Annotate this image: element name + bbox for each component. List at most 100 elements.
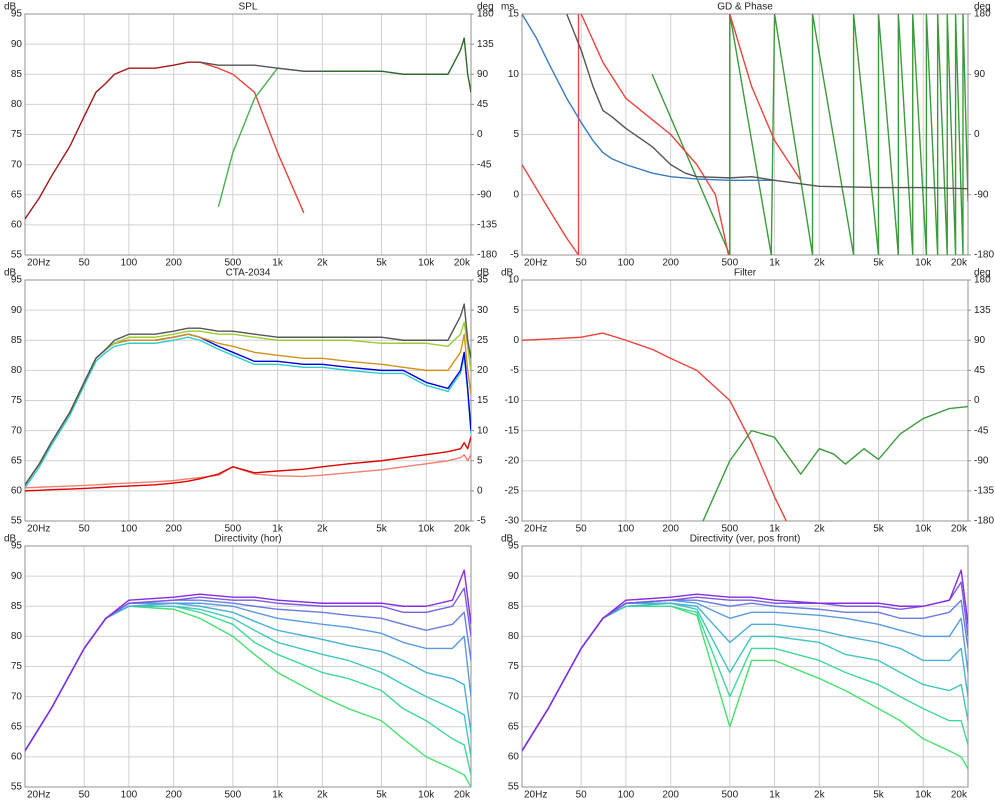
x-tick-label: 20Hz <box>524 258 547 269</box>
y-tick-label: 5 <box>513 129 519 140</box>
plot-border <box>24 279 472 522</box>
x-tick-label: 20Hz <box>27 258 50 269</box>
y2-tick-label: 135 <box>477 39 494 50</box>
y2-tick-label: 10 <box>477 425 489 436</box>
chart-title: CTA-2034 <box>226 268 271 279</box>
y-tick-label: 55 <box>11 516 23 527</box>
x-tick-label: 200 <box>165 258 182 269</box>
y-tick-label: 75 <box>11 129 23 140</box>
x-tick-label: 1k <box>769 790 781 800</box>
x-tick-label: 10k <box>915 258 932 269</box>
y-axis-label: dB <box>501 268 514 279</box>
series-line <box>322 37 471 93</box>
y-tick-label: 85 <box>11 69 23 80</box>
y2-tick-label: -135 <box>477 220 497 231</box>
y2-axis-label: deg <box>974 2 991 13</box>
y-tick-label: 80 <box>508 631 520 642</box>
x-tick-label: 50 <box>576 258 588 269</box>
series-line <box>25 303 471 486</box>
y-tick-label: 10 <box>508 275 520 286</box>
x-tick-label: 1k <box>272 258 284 269</box>
y-tick-label: 0 <box>513 189 519 200</box>
y-tick-label: 70 <box>11 159 23 170</box>
series-line <box>522 14 775 181</box>
y2-tick-label: -45 <box>974 425 989 436</box>
y-tick-label: 95 <box>11 541 23 552</box>
x-tick-label: 20Hz <box>524 790 547 800</box>
x-tick-label: 200 <box>662 524 679 535</box>
x-tick-label: 20k <box>454 790 471 800</box>
series-group <box>522 332 968 521</box>
x-tick-label: 5k <box>873 524 885 535</box>
x-tick-label: 50 <box>79 524 91 535</box>
y2-tick-label: 35 <box>477 275 489 286</box>
y-tick-label: -15 <box>505 425 520 436</box>
y2-tick-label: 0 <box>477 129 483 140</box>
y-tick-label: 75 <box>11 661 23 672</box>
x-tick-label: 500 <box>224 524 241 535</box>
y-tick-label: 90 <box>11 39 23 50</box>
x-tick-label: 1k <box>769 524 781 535</box>
y-tick-label: 75 <box>11 395 23 406</box>
series-group <box>25 569 471 787</box>
x-tick-label: 10k <box>418 790 435 800</box>
series-line <box>199 61 305 214</box>
y2-axis-label: dB <box>477 268 490 279</box>
x-tick-label: 50 <box>576 524 588 535</box>
chart-title: Directivity (hor) <box>214 534 281 545</box>
y2-tick-label: -90 <box>477 189 492 200</box>
panel: -30 -25 -20 -15 -10 -5 0 5 10 -180 -135 -90 -45 0 45 90… <box>501 268 994 535</box>
x-tick-label: 5k <box>873 258 885 269</box>
y-tick-label: -5 <box>510 365 519 376</box>
y-tick-label: -30 <box>505 516 520 527</box>
panel: 55 60 65 70 75 80 85 90 95 -180 -135 -90 -45 0 45 90 135… <box>4 2 497 269</box>
y-tick-label: -10 <box>505 395 520 406</box>
y-tick-label: 85 <box>11 601 23 612</box>
y-tick-label: 70 <box>11 425 23 436</box>
x-tick-label: 2k <box>814 524 826 535</box>
y2-tick-label: -135 <box>974 486 994 497</box>
y2-tick-label: -90 <box>974 455 989 466</box>
series-line <box>25 569 471 752</box>
y-tick-label: 5 <box>513 305 519 316</box>
series-group <box>25 303 471 492</box>
series-line <box>25 336 471 489</box>
y2-tick-label: 180 <box>974 275 991 286</box>
x-tick-label: 500 <box>224 790 241 800</box>
chart-title: SPL <box>239 2 258 13</box>
y2-tick-label: 25 <box>477 335 489 346</box>
y-tick-label: 90 <box>11 571 23 582</box>
x-tick-label: 5k <box>376 790 388 800</box>
y2-tick-label: 90 <box>974 69 986 80</box>
x-tick-label: 50 <box>79 258 91 269</box>
y-tick-label: 55 <box>11 250 23 261</box>
x-tick-label: 5k <box>376 524 388 535</box>
y-tick-label: 60 <box>508 752 520 763</box>
y-tick-label: 95 <box>11 9 23 20</box>
y2-tick-label: -180 <box>974 516 994 527</box>
y2-tick-label: 90 <box>477 69 489 80</box>
x-tick-label: 20k <box>951 790 968 800</box>
y2-tick-label: 15 <box>477 395 489 406</box>
plot-border <box>24 13 472 256</box>
y-axis-label: ms <box>501 2 514 13</box>
series-group <box>522 569 968 770</box>
y2-tick-label: -45 <box>477 159 492 170</box>
x-tick-label: 2k <box>317 258 329 269</box>
y-tick-label: 95 <box>508 541 520 552</box>
y-tick-label: 65 <box>11 721 23 732</box>
panel: -5 0 5 10 15 -180 -90 0 90 180 20Hz 50 100 200 500 1k 2k… <box>501 2 994 269</box>
panel: 55 60 65 70 75 80 85 90 95 20Hz 50 100 200 500 1k 2k 5k 1… <box>501 534 969 801</box>
y-tick-label: 70 <box>11 691 23 702</box>
x-tick-label: 5k <box>376 258 388 269</box>
y2-tick-label: 0 <box>477 486 483 497</box>
series-line <box>199 61 323 72</box>
y2-tick-label: -180 <box>477 250 497 261</box>
x-tick-label: 100 <box>121 524 138 535</box>
x-tick-label: 500 <box>721 524 738 535</box>
y-tick-label: 10 <box>508 69 520 80</box>
y2-tick-label: -90 <box>974 189 989 200</box>
panel: 55 60 65 70 75 80 85 90 95 -5 0 5 10 15 20 25 30 35 20Hz 50… <box>4 268 490 535</box>
x-tick-label: 1k <box>272 790 284 800</box>
y-tick-label: 70 <box>508 691 520 702</box>
